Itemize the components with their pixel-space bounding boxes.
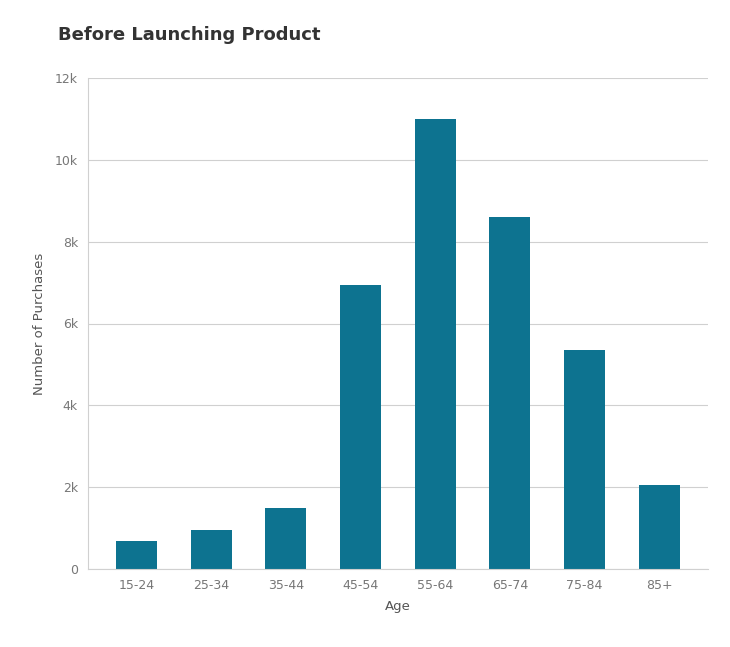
Bar [116, 541, 157, 569]
Y-axis label: Number of Purchases: Number of Purchases [34, 252, 47, 395]
Bar [564, 350, 605, 569]
Text: Before Launching Product: Before Launching Product [58, 26, 321, 44]
X-axis label: Age: Age [385, 600, 411, 613]
Bar [191, 531, 231, 569]
Bar [340, 285, 381, 569]
Bar [415, 118, 456, 569]
Bar [639, 485, 680, 569]
Bar [265, 508, 307, 569]
Bar [489, 217, 531, 569]
